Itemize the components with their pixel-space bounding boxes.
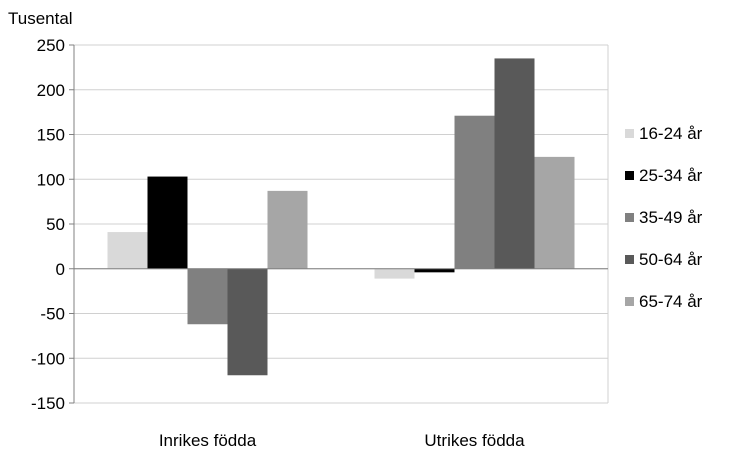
y-tick-label: -100 bbox=[31, 349, 65, 368]
bar bbox=[454, 115, 495, 269]
category-label: Utrikes födda bbox=[424, 431, 525, 450]
legend-label: 50-64 år bbox=[639, 250, 703, 269]
category-label: Inrikes födda bbox=[159, 431, 257, 450]
legend-swatch bbox=[625, 129, 634, 138]
bar bbox=[374, 268, 415, 279]
y-tick-label: -150 bbox=[31, 394, 65, 413]
y-tick-label: 50 bbox=[46, 215, 65, 234]
legend-swatch bbox=[625, 255, 634, 264]
y-tick-label: 250 bbox=[37, 36, 65, 55]
bar bbox=[187, 268, 228, 325]
legend-label: 16-24 år bbox=[639, 124, 703, 143]
bar bbox=[147, 176, 188, 269]
legend-swatch bbox=[625, 297, 634, 306]
y-tick-labels: 250 200 150 100 50 0 -50 -100 -150 bbox=[31, 36, 74, 413]
legend-swatch bbox=[625, 213, 634, 222]
bar bbox=[107, 232, 148, 269]
bar bbox=[414, 268, 455, 273]
y-tick-label: 100 bbox=[37, 170, 65, 189]
legend: 16-24 år 25-34 år 35-49 år 50-64 år 65-74 år bbox=[625, 124, 703, 311]
bar bbox=[267, 190, 308, 269]
bar bbox=[227, 268, 268, 376]
y-axis-title: Tusental bbox=[8, 9, 73, 28]
category-labels: Inrikes födda Utrikes födda bbox=[159, 431, 525, 450]
bar bbox=[494, 58, 535, 269]
y-tick-label: 200 bbox=[37, 81, 65, 100]
y-tick-label: 0 bbox=[56, 260, 65, 279]
legend-label: 65-74 år bbox=[639, 292, 703, 311]
y-tick-label: -50 bbox=[40, 305, 65, 324]
bars bbox=[107, 58, 575, 376]
bar bbox=[534, 156, 575, 269]
legend-label: 35-49 år bbox=[639, 208, 703, 227]
legend-swatch bbox=[625, 171, 634, 180]
legend-label: 25-34 år bbox=[639, 166, 703, 185]
y-tick-label: 150 bbox=[37, 126, 65, 145]
